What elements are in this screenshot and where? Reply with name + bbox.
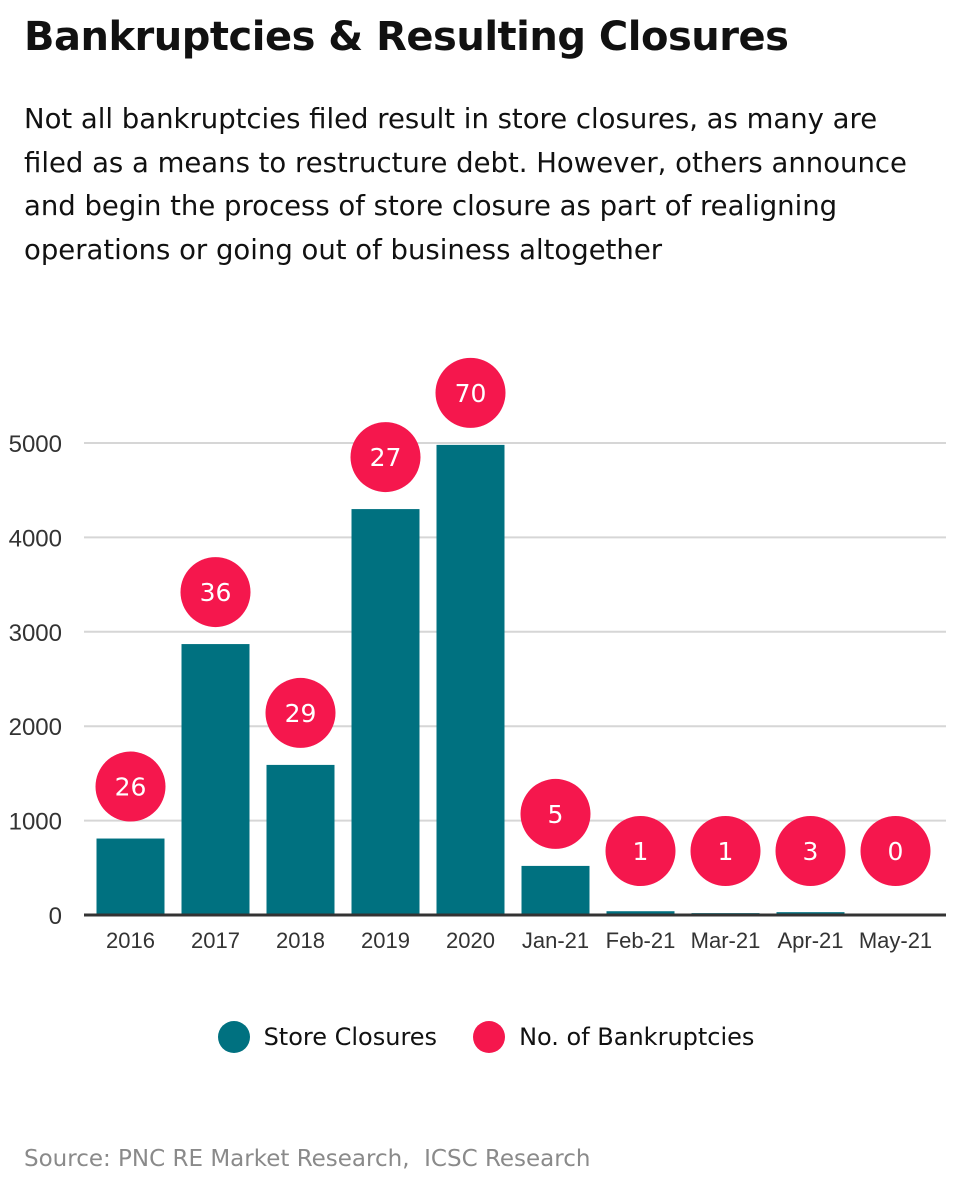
bar-store-closures <box>351 509 420 915</box>
legend-label-store-closures: Store Closures <box>263 1023 438 1051</box>
y-tick-label: 3000 <box>9 620 62 647</box>
bankruptcies-swatch <box>473 1021 506 1053</box>
bankruptcy-count-label: 5 <box>548 800 564 829</box>
bar-store-closures <box>606 911 675 915</box>
bankruptcy-count-label: 1 <box>718 837 734 866</box>
bankruptcy-count-label: 0 <box>888 837 904 866</box>
y-tick-label: 4000 <box>9 525 62 552</box>
legend: Store Closures No. of Bankruptcies <box>0 1016 972 1058</box>
bankruptcy-markers: 26 36 29 27 70 5 1 1 3 0 <box>95 357 931 886</box>
bar-store-closures <box>266 764 335 915</box>
bankruptcy-marker <box>690 816 761 886</box>
y-tick-label: 2000 <box>9 714 62 741</box>
bar-store-closures <box>181 644 250 915</box>
y-tick-label: 0 <box>49 903 62 930</box>
bankruptcy-marker <box>520 778 591 849</box>
bankruptcy-marker <box>95 751 166 822</box>
chart-title: Bankruptcies & Resulting Closures <box>24 14 789 60</box>
bankruptcy-marker <box>775 816 846 886</box>
bankruptcy-marker <box>605 816 676 886</box>
store-closures-swatch <box>217 1021 250 1053</box>
bar-store-closures <box>96 838 165 915</box>
y-tick-label: 1000 <box>9 809 62 836</box>
chart-subtitle: Not all bankruptcies filed result in sto… <box>24 103 907 266</box>
bankruptcy-count-label: 36 <box>200 578 232 607</box>
bankruptcy-marker <box>265 677 336 748</box>
bankruptcy-count-label: 27 <box>370 443 402 472</box>
bankruptcy-count-label: 1 <box>633 837 649 866</box>
bankruptcy-marker <box>180 557 251 628</box>
bankruptcy-count-label: 26 <box>115 773 147 802</box>
x-tick-label: 2020 <box>446 928 495 953</box>
bankruptcy-marker <box>860 816 931 886</box>
x-tick-label: Apr-21 <box>777 928 843 953</box>
bankruptcy-marker <box>350 422 421 493</box>
legend-item-store-closures: Store Closures <box>217 1021 438 1053</box>
x-axis-ticks: 2016 2017 2018 2019 2020 Jan-21 Feb-21 Mar-21 Ap… <box>106 928 932 953</box>
x-tick-label: May-21 <box>859 928 932 953</box>
bar-store-closures <box>521 865 590 915</box>
x-tick-label: Mar-21 <box>691 928 761 953</box>
source-note: Source: PNC RE Market Research, ICSC Res… <box>24 1146 591 1172</box>
bankruptcy-marker <box>435 357 506 428</box>
bar-store-closures <box>436 444 505 915</box>
x-tick-label: Jan-21 <box>522 928 589 953</box>
legend-label-bankruptcies: No. of Bankruptcies <box>519 1023 755 1051</box>
x-tick-label: 2018 <box>276 928 325 953</box>
y-tick-label: 5000 <box>9 431 62 458</box>
x-tick-label: 2017 <box>191 928 240 953</box>
x-tick-label: 2019 <box>361 928 410 953</box>
legend-item-bankruptcies: No. of Bankruptcies <box>473 1021 754 1053</box>
x-tick-label: Feb-21 <box>606 928 676 953</box>
y-axis-ticks: 0 1000 2000 3000 4000 5000 <box>9 431 62 930</box>
x-tick-label: 2016 <box>106 928 155 953</box>
bankruptcy-count-label: 70 <box>455 379 487 408</box>
bankruptcy-count-label: 3 <box>803 837 819 866</box>
bankruptcy-count-label: 29 <box>285 699 317 728</box>
